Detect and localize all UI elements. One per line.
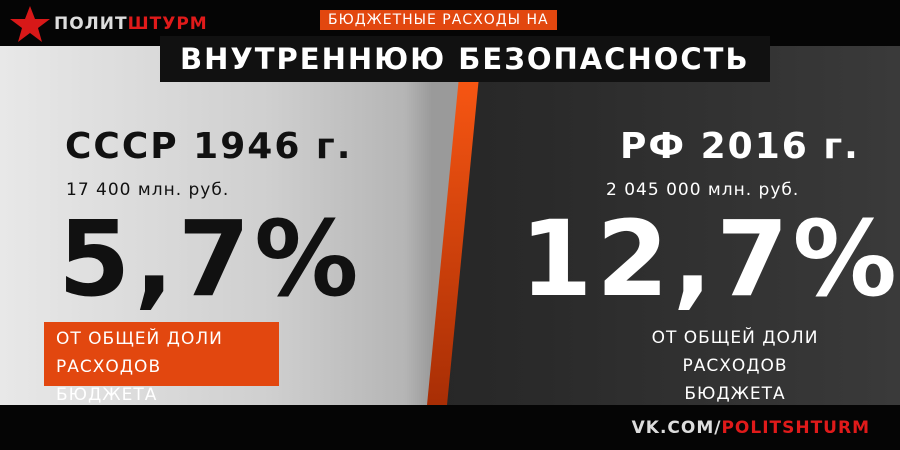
ussr-amount: 17 400 млн. руб.: [66, 180, 230, 200]
subtitle: БЮДЖЕТНЫЕ РАСХОДЫ НА: [320, 10, 557, 30]
ussr-note: ОТ ОБЩЕЙ ДОЛИ РАСХОДОВ БЮДЖЕТА: [44, 322, 279, 405]
ussr-percent: 5,7%: [58, 198, 363, 320]
rf-note: ОТ ОБЩЕЙ ДОЛИ РАСХОДОВ БЮДЖЕТА: [630, 324, 840, 408]
red-star-icon: [10, 6, 50, 42]
rf-amount: 2 045 000 млн. руб.: [606, 180, 800, 200]
note-line: ОТ ОБЩЕЙ ДОЛИ: [651, 328, 819, 348]
note-line: ОТ ОБЩЕЙ ДОЛИ: [56, 329, 223, 349]
rf-photo-panel: [445, 46, 900, 405]
ussr-heading: СССР 1946 г.: [65, 126, 353, 167]
rf-percent: 12,7%: [520, 198, 900, 320]
vk-link[interactable]: VK.COM/POLITSHTURM: [631, 418, 870, 438]
bottom-bar: [0, 405, 900, 450]
logo: ПОЛИТШТУРМ: [10, 6, 208, 42]
logo-text: ПОЛИТШТУРМ: [54, 14, 208, 34]
page-title: ВНУТРЕННЮЮ БЕЗОПАСНОСТЬ: [160, 36, 770, 82]
note-line: РАСХОДОВ БЮДЖЕТА: [682, 356, 788, 404]
note-line: РАСХОДОВ БЮДЖЕТА: [56, 357, 162, 405]
rf-heading: РФ 2016 г.: [620, 126, 860, 167]
